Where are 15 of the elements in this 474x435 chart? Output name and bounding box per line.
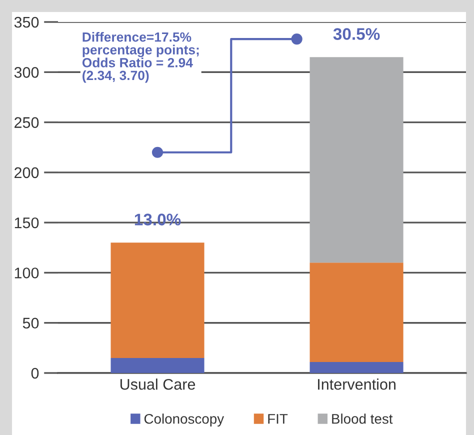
y-tick-label: 150 bbox=[14, 217, 39, 228]
y-tick-label: 0 bbox=[31, 368, 39, 379]
x-tick-label: Intervention bbox=[318, 378, 396, 390]
y-tick-label: 100 bbox=[14, 268, 39, 278]
y-tick-label: 300 bbox=[14, 67, 39, 78]
legend-label: FIT bbox=[268, 414, 288, 424]
annotation: Difference=17.5% percentage points; Odds Ratio = 2.94 (2.34, 3.70) bbox=[82, 32, 199, 83]
legend-label: Colonoscopy bbox=[144, 414, 224, 427]
annotation: 30.5% bbox=[333, 28, 380, 40]
y-tick-label: 200 bbox=[14, 167, 39, 178]
legend-label: Blood test bbox=[332, 414, 393, 424]
y-tick-label: 250 bbox=[14, 117, 39, 128]
x-tick-label: Usual Care bbox=[120, 378, 196, 390]
y-tick-label: 50 bbox=[22, 318, 39, 329]
y-tick-label: 350 bbox=[14, 16, 39, 28]
